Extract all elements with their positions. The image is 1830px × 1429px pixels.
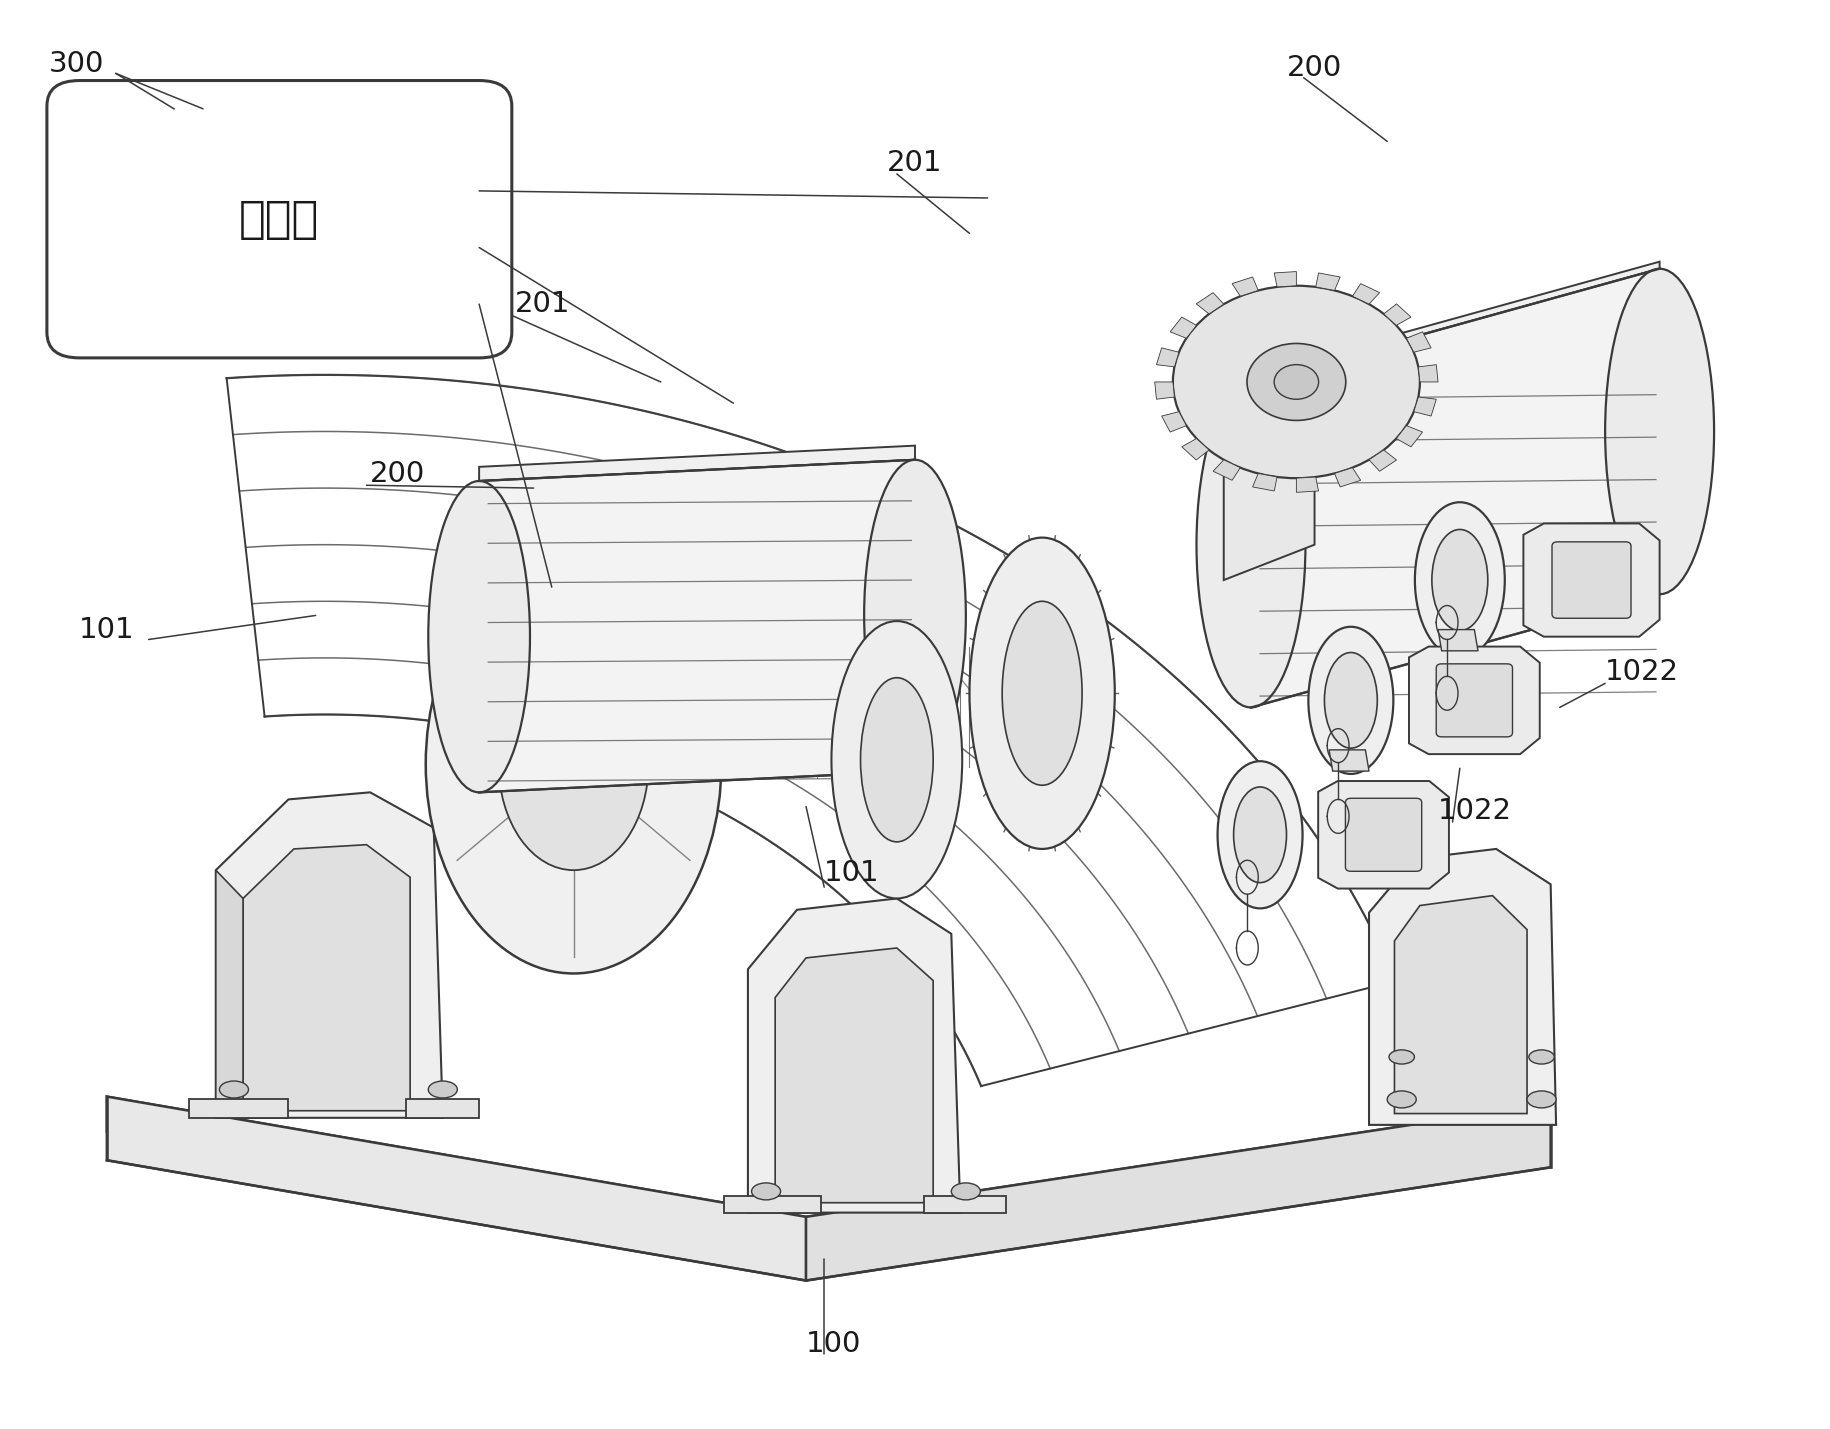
Polygon shape <box>1418 364 1438 382</box>
Text: 101: 101 <box>79 616 135 643</box>
Ellipse shape <box>1526 1090 1556 1107</box>
Polygon shape <box>725 1196 820 1213</box>
Polygon shape <box>805 1103 1550 1280</box>
Ellipse shape <box>1389 1050 1415 1065</box>
Polygon shape <box>1329 750 1369 772</box>
Polygon shape <box>1383 304 1411 326</box>
Polygon shape <box>106 1096 1550 1252</box>
FancyBboxPatch shape <box>1345 799 1422 872</box>
Polygon shape <box>1224 410 1387 439</box>
Polygon shape <box>1369 450 1396 472</box>
Text: 201: 201 <box>888 149 942 177</box>
Polygon shape <box>1394 896 1526 1113</box>
Ellipse shape <box>1415 502 1504 657</box>
Ellipse shape <box>428 482 531 792</box>
Polygon shape <box>1438 630 1479 650</box>
Ellipse shape <box>1325 653 1378 749</box>
Ellipse shape <box>428 1080 458 1097</box>
Ellipse shape <box>1003 602 1082 786</box>
Text: 101: 101 <box>824 859 878 887</box>
Ellipse shape <box>1605 269 1715 594</box>
Polygon shape <box>1157 347 1179 367</box>
Ellipse shape <box>1246 343 1345 420</box>
Polygon shape <box>1197 293 1224 314</box>
Ellipse shape <box>1387 1090 1416 1107</box>
Ellipse shape <box>752 1183 781 1200</box>
Polygon shape <box>1252 473 1277 492</box>
Polygon shape <box>1396 426 1422 447</box>
Text: 1022: 1022 <box>1605 657 1678 686</box>
Polygon shape <box>216 870 243 1117</box>
Polygon shape <box>243 845 410 1110</box>
Text: 控制器: 控制器 <box>240 197 320 240</box>
Polygon shape <box>1316 273 1340 290</box>
Polygon shape <box>1182 439 1210 460</box>
Polygon shape <box>1409 646 1539 755</box>
Text: 1022: 1022 <box>1437 797 1512 825</box>
Polygon shape <box>1369 849 1556 1125</box>
Polygon shape <box>1169 317 1197 339</box>
Polygon shape <box>1296 477 1319 493</box>
Ellipse shape <box>970 537 1114 849</box>
Polygon shape <box>748 899 961 1213</box>
Polygon shape <box>479 446 915 482</box>
Ellipse shape <box>1308 627 1393 775</box>
Ellipse shape <box>952 1183 981 1200</box>
Ellipse shape <box>1173 286 1420 479</box>
Polygon shape <box>1334 467 1362 487</box>
Ellipse shape <box>831 622 963 899</box>
Polygon shape <box>216 792 443 1117</box>
Ellipse shape <box>1431 530 1488 630</box>
Ellipse shape <box>1197 382 1305 707</box>
Ellipse shape <box>1233 787 1286 883</box>
Ellipse shape <box>1217 762 1303 909</box>
Polygon shape <box>406 1099 479 1117</box>
Polygon shape <box>1252 269 1660 707</box>
Ellipse shape <box>498 657 648 870</box>
Polygon shape <box>924 1196 1006 1213</box>
Polygon shape <box>479 460 915 792</box>
Polygon shape <box>1224 432 1314 580</box>
Polygon shape <box>1415 397 1437 416</box>
FancyBboxPatch shape <box>48 80 512 357</box>
Text: 100: 100 <box>805 1330 860 1358</box>
Ellipse shape <box>1274 364 1319 399</box>
Text: 200: 200 <box>370 460 425 487</box>
Text: 201: 201 <box>514 290 571 319</box>
Ellipse shape <box>220 1080 249 1097</box>
Polygon shape <box>1274 272 1296 287</box>
FancyBboxPatch shape <box>1552 542 1631 619</box>
Polygon shape <box>1213 460 1241 480</box>
Polygon shape <box>106 1096 805 1280</box>
Polygon shape <box>1252 262 1660 382</box>
FancyBboxPatch shape <box>1437 664 1513 737</box>
Text: 200: 200 <box>1286 54 1341 81</box>
Ellipse shape <box>1528 1050 1554 1065</box>
Polygon shape <box>1352 283 1380 304</box>
Text: 300: 300 <box>48 50 104 77</box>
Ellipse shape <box>426 554 721 973</box>
Polygon shape <box>776 947 933 1203</box>
Polygon shape <box>1318 782 1449 889</box>
Polygon shape <box>1407 332 1431 352</box>
Polygon shape <box>188 1099 289 1117</box>
Polygon shape <box>1232 277 1259 296</box>
Polygon shape <box>1523 523 1660 637</box>
Ellipse shape <box>864 460 966 772</box>
Polygon shape <box>1162 412 1186 432</box>
Polygon shape <box>1155 382 1175 399</box>
Ellipse shape <box>860 677 933 842</box>
